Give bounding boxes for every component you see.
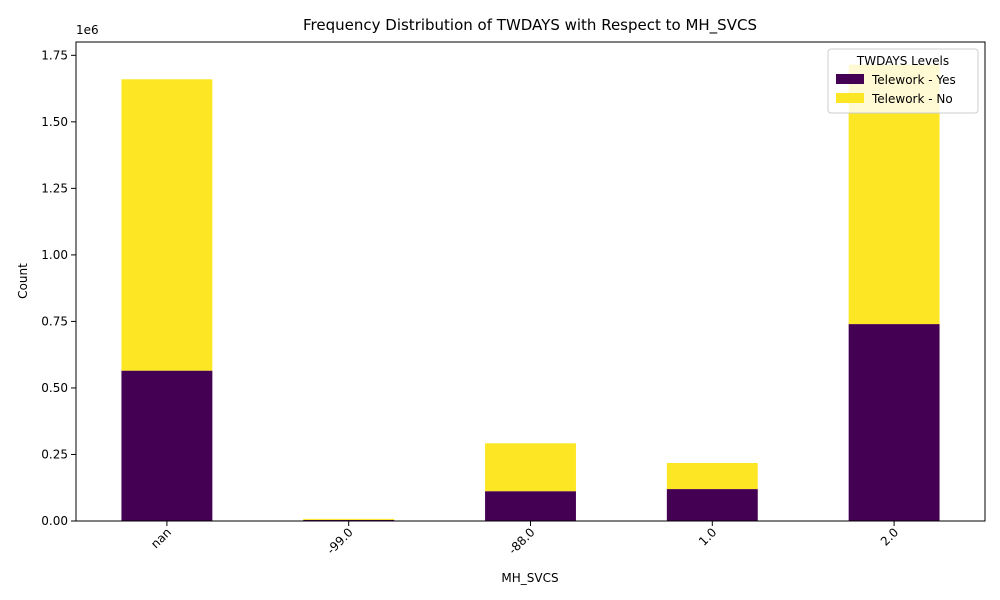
bars-layer xyxy=(121,64,940,521)
chart-title: Frequency Distribution of TWDAYS with Re… xyxy=(303,16,757,35)
y-axis-label: Count xyxy=(16,263,30,299)
legend-swatch xyxy=(836,74,864,84)
x-tick-label: nan xyxy=(148,525,174,551)
y-axis: 0.00 0.25 0.50 0.75 1.00 1.25 1.50 1.75 xyxy=(41,48,76,528)
x-axis: nan -99.0 -88.0 1.0 2.0 xyxy=(148,521,901,557)
y-tick-label: 1.50 xyxy=(41,115,68,129)
legend-title: TWDAYS Levels xyxy=(856,54,949,68)
bar-yes-2 xyxy=(485,491,576,521)
y-tick-label: 0.75 xyxy=(41,314,68,328)
bar-yes-1 xyxy=(303,519,395,521)
legend: TWDAYS Levels Telework - Yes Telework - No xyxy=(827,48,979,114)
legend-label: Telework - Yes xyxy=(871,73,956,87)
x-axis-label: MH_SVCS xyxy=(501,571,558,585)
bar-yes-0 xyxy=(121,370,213,521)
legend-swatch xyxy=(836,93,864,103)
y-tick-label: 0.25 xyxy=(41,447,68,461)
bar-no-2 xyxy=(485,443,576,492)
y-tick-label: 0.00 xyxy=(41,514,68,528)
bar-yes-3 xyxy=(666,489,758,521)
x-tick-label: -99.0 xyxy=(324,525,356,557)
x-tick-label: -88.0 xyxy=(506,525,538,557)
y-axis-offset-label: 1e6 xyxy=(76,23,99,37)
y-tick-label: 1.00 xyxy=(41,248,68,262)
bar-yes-4 xyxy=(848,324,940,521)
bar-no-3 xyxy=(666,462,758,490)
bar-no-1 xyxy=(303,518,395,520)
x-tick-label: 1.0 xyxy=(696,525,719,548)
legend-label: Telework - No xyxy=(871,92,953,106)
x-tick-label: 2.0 xyxy=(878,525,901,548)
legend-box xyxy=(827,48,979,114)
bar-no-0 xyxy=(121,79,213,371)
y-tick-label: 1.25 xyxy=(41,181,68,195)
y-tick-label: 1.75 xyxy=(41,48,68,62)
y-tick-label: 0.50 xyxy=(41,381,68,395)
